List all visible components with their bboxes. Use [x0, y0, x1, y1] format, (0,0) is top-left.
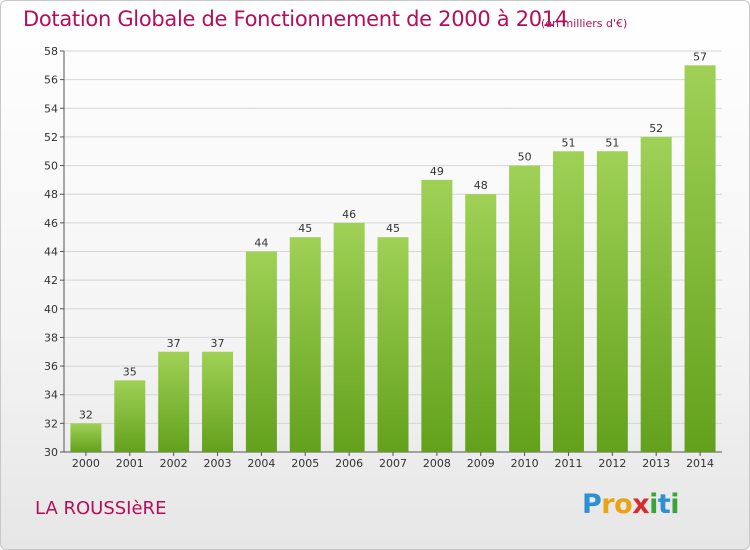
y-tick-label: 54	[44, 102, 58, 115]
bar-2000	[70, 423, 102, 452]
x-tick-label-2008: 2008	[423, 457, 451, 470]
y-tick-label: 32	[44, 417, 58, 430]
data-label-2005: 45	[298, 222, 312, 235]
x-tick-label-2001: 2001	[116, 457, 144, 470]
bar-2014	[684, 65, 716, 453]
bar-2011	[552, 151, 584, 452]
y-tick-label: 50	[44, 160, 58, 173]
chart-title: Dotation Globale de Fonctionnement de 20…	[23, 7, 568, 31]
logo-letter: x	[632, 489, 650, 520]
bar-2013	[640, 136, 672, 452]
x-tick-label-2003: 2003	[204, 457, 232, 470]
y-tick-label: 30	[44, 446, 58, 459]
y-tick-label: 38	[44, 331, 58, 344]
data-label-2007: 45	[386, 222, 400, 235]
data-label-2010: 50	[518, 151, 532, 164]
x-tick-label-2011: 2011	[554, 457, 582, 470]
y-tick-label: 52	[44, 131, 58, 144]
bar-2004	[245, 251, 277, 452]
x-tick-label-2007: 2007	[379, 457, 407, 470]
bar-2009	[465, 194, 497, 452]
data-label-2002: 37	[167, 337, 181, 350]
labels: 32 2000 35 2001 37 2002 37 2003 44 2004 45 2005 46 20…	[72, 50, 714, 470]
y-tick-label: 58	[44, 45, 58, 58]
y-tick-label: 46	[44, 217, 58, 230]
data-label-2013: 52	[649, 122, 663, 135]
x-tick-label-2009: 2009	[467, 457, 495, 470]
y-tick-label: 34	[44, 389, 58, 402]
bar-2001	[114, 380, 146, 452]
y-tick-label: 44	[44, 246, 58, 259]
x-tick-label-2006: 2006	[335, 457, 363, 470]
bar-2010	[509, 165, 541, 453]
x-tick-label-2004: 2004	[247, 457, 275, 470]
data-label-2006: 46	[342, 208, 356, 221]
data-label-2012: 51	[605, 136, 619, 149]
data-label-2004: 44	[254, 237, 268, 250]
data-label-2009: 48	[474, 179, 488, 192]
logo-letter: r	[601, 489, 615, 520]
x-tick-label-2002: 2002	[160, 457, 188, 470]
x-tick-label-2014: 2014	[686, 457, 714, 470]
commune-name: LA ROUSSIèRE	[35, 498, 167, 519]
bar-2006	[333, 222, 365, 452]
logo-letter: t	[657, 489, 671, 520]
data-label-2003: 37	[211, 337, 225, 350]
logo-letter: i	[670, 489, 680, 520]
x-tick-label-2010: 2010	[511, 457, 539, 470]
x-tick-label-2013: 2013	[642, 457, 670, 470]
y-tick-label: 40	[44, 303, 58, 316]
data-label-2001: 35	[123, 365, 137, 378]
bar-2012	[596, 151, 628, 452]
x-tick-label-2000: 2000	[72, 457, 100, 470]
x-tick-label-2012: 2012	[598, 457, 626, 470]
bar-2007	[377, 237, 409, 452]
proxiti-logo: Proxiti	[582, 489, 680, 520]
y-tick-label: 42	[44, 274, 58, 287]
data-label-2014: 57	[693, 50, 707, 63]
y-tick-label: 36	[44, 360, 58, 373]
bars	[70, 65, 716, 453]
logo-letter: P	[582, 489, 602, 520]
logo-letter: i	[649, 489, 658, 520]
data-label-2000: 32	[79, 408, 93, 421]
data-label-2008: 49	[430, 165, 444, 178]
y-tick-label: 48	[44, 188, 58, 201]
bar-2003	[202, 351, 234, 452]
logo-letter: o	[614, 489, 633, 520]
chart-subtitle: (en milliers d'€)	[541, 17, 628, 30]
bar-2002	[158, 351, 190, 452]
y-tick-label: 56	[44, 74, 58, 87]
data-label-2011: 51	[561, 136, 575, 149]
x-tick-label-2005: 2005	[291, 457, 319, 470]
bar-2005	[289, 237, 321, 452]
bar-2008	[421, 179, 453, 452]
